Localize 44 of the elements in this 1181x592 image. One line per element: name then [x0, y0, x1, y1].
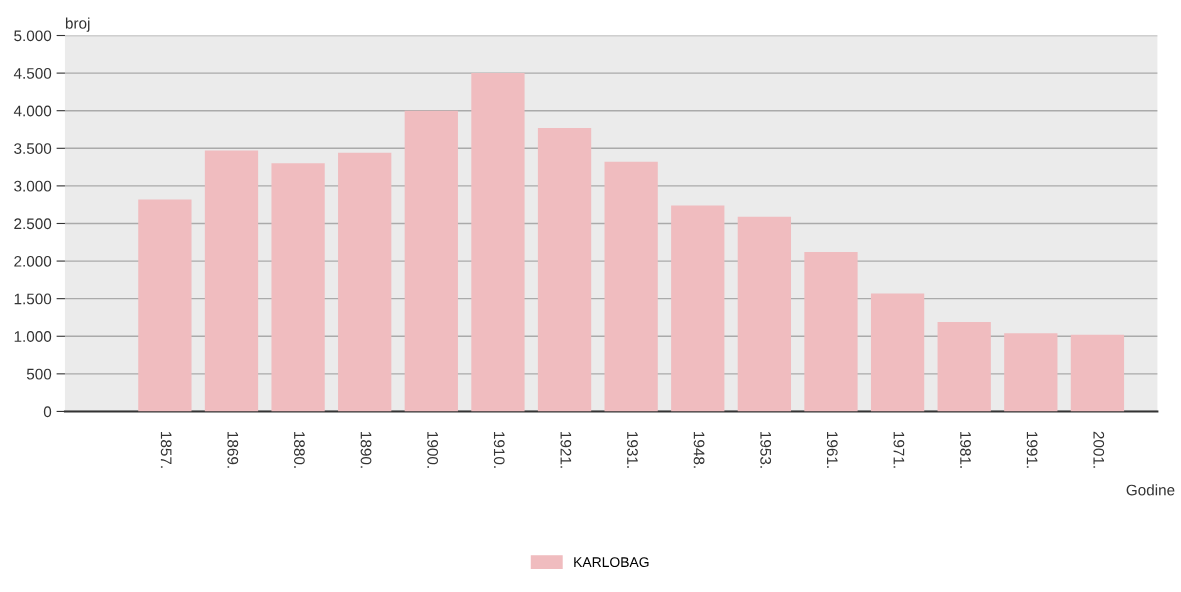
y-tick-label: 5.000 — [14, 30, 52, 42]
bar — [671, 205, 725, 412]
x-tick-label: 1961. — [826, 432, 838, 468]
bar — [404, 110, 458, 412]
x-tick-label: 1869. — [227, 432, 239, 468]
x-tick-label: 1900. — [427, 432, 439, 468]
bar — [271, 163, 325, 412]
bar — [471, 73, 525, 412]
y-tick-label: 1.000 — [14, 331, 52, 342]
x-tick-label: 1880. — [293, 432, 305, 468]
bar — [204, 150, 259, 412]
bar — [604, 161, 658, 412]
bar — [870, 293, 925, 412]
y-tick-label: 4.500 — [13, 67, 52, 79]
x-tick-label: 1931. — [627, 432, 638, 468]
y-tick-label: 0 — [43, 406, 52, 418]
x-tick-label: 1991. — [1026, 432, 1038, 468]
bar — [138, 199, 192, 412]
x-tick-label: 1971. — [893, 432, 905, 468]
bar — [537, 128, 592, 412]
x-tick-label: 1953. — [760, 432, 772, 468]
y-tick-label: 3.500 — [14, 143, 52, 154]
bar — [937, 321, 991, 412]
x-tick-label: 1910. — [493, 432, 505, 468]
y-tick-label: 1.500 — [14, 293, 52, 305]
bar — [804, 252, 858, 412]
x-tick-label: 1981. — [960, 432, 971, 468]
bar — [737, 216, 792, 412]
y-axis-title: broj — [65, 17, 90, 32]
bar — [1070, 334, 1125, 412]
y-tick-label: 2.000 — [14, 255, 52, 267]
legend-label: KARLOBAG — [574, 557, 649, 568]
y-tick-label: 2.500 — [14, 218, 52, 230]
y-tick-label: 4.000 — [13, 105, 52, 117]
x-tick-label: 1890. — [360, 432, 372, 468]
x-tick-label: 1921. — [560, 432, 572, 468]
x-tick-label: 2001. — [1093, 431, 1105, 468]
y-tick-label: 3.000 — [14, 180, 52, 192]
bar — [1004, 333, 1058, 412]
x-axis-title: Godine — [1126, 484, 1175, 496]
x-tick-label: 1857. — [160, 432, 172, 468]
x-tick-label: 1948. — [693, 432, 705, 468]
y-tick-label: 500 — [26, 368, 52, 380]
bar — [338, 152, 392, 412]
